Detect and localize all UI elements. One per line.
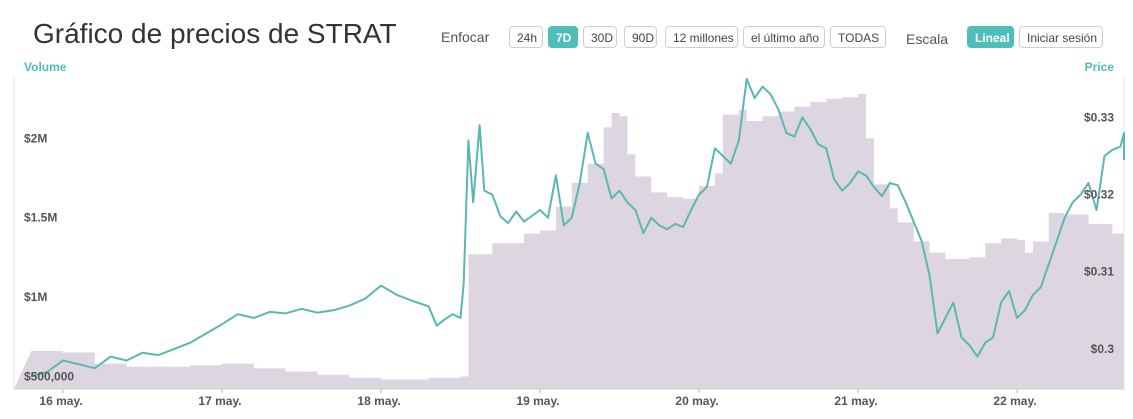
price-axis-title: Price — [1084, 60, 1114, 74]
price-tick-label: $0.3 — [1091, 342, 1115, 356]
x-tick-label: 21 may. — [834, 394, 877, 408]
price-tick-label: $0.32 — [1084, 188, 1114, 202]
price-ticks: $0.3 $0.31 $0.32 $0.33 — [1084, 110, 1114, 355]
volume-tick-label: $2M — [24, 131, 47, 145]
x-tick-label: 18 may. — [357, 394, 400, 408]
x-ticks: 16 may. 17 may. 18 may. 19 may. 20 may. 21 ma… — [39, 389, 1037, 408]
zoom-30d-button[interactable]: 30D — [583, 26, 617, 48]
volume-ticks: $500,000 $1M $1.5M $2M — [24, 131, 74, 383]
zoom-12-millones-button[interactable]: 12 millones — [665, 26, 738, 48]
zoom-todas-button[interactable]: TODAS — [830, 26, 886, 48]
zoom-el-ultimo-ano-button[interactable]: el último año — [743, 26, 825, 48]
page-title: Gráfico de precios de STRAT — [33, 18, 397, 49]
x-tick-label: 19 may. — [516, 394, 559, 408]
x-tick-label: 20 may. — [675, 394, 718, 408]
price-line-layer — [30, 77, 1125, 377]
price-tick-label: $0.33 — [1084, 110, 1114, 124]
volume-area-layer — [14, 94, 1124, 389]
zoom-label: Enfocar — [441, 29, 490, 45]
scale-iniciar-sesion-button[interactable]: Iniciar sesión — [1019, 26, 1103, 48]
volume-tick-label: $1M — [24, 290, 47, 304]
volume-tick-label: $500,000 — [24, 369, 74, 383]
volume-area — [14, 94, 1124, 389]
price-line — [30, 77, 1125, 377]
scale-label: Escala — [906, 31, 949, 47]
zoom-90d-button[interactable]: 90D — [624, 26, 657, 48]
price-tick-label: $0.31 — [1084, 265, 1114, 279]
scale-lineal-button[interactable]: Lineal — [967, 26, 1014, 48]
x-tick-label: 16 may. — [39, 394, 82, 408]
volume-tick-label: $1.5M — [24, 211, 57, 225]
x-tick-label: 17 may. — [198, 394, 241, 408]
x-tick-label: 22 may. — [993, 394, 1036, 408]
zoom-7d-button[interactable]: 7D — [548, 26, 578, 48]
zoom-24h-button[interactable]: 24h — [509, 26, 543, 48]
volume-axis-title: Volume — [24, 60, 67, 74]
